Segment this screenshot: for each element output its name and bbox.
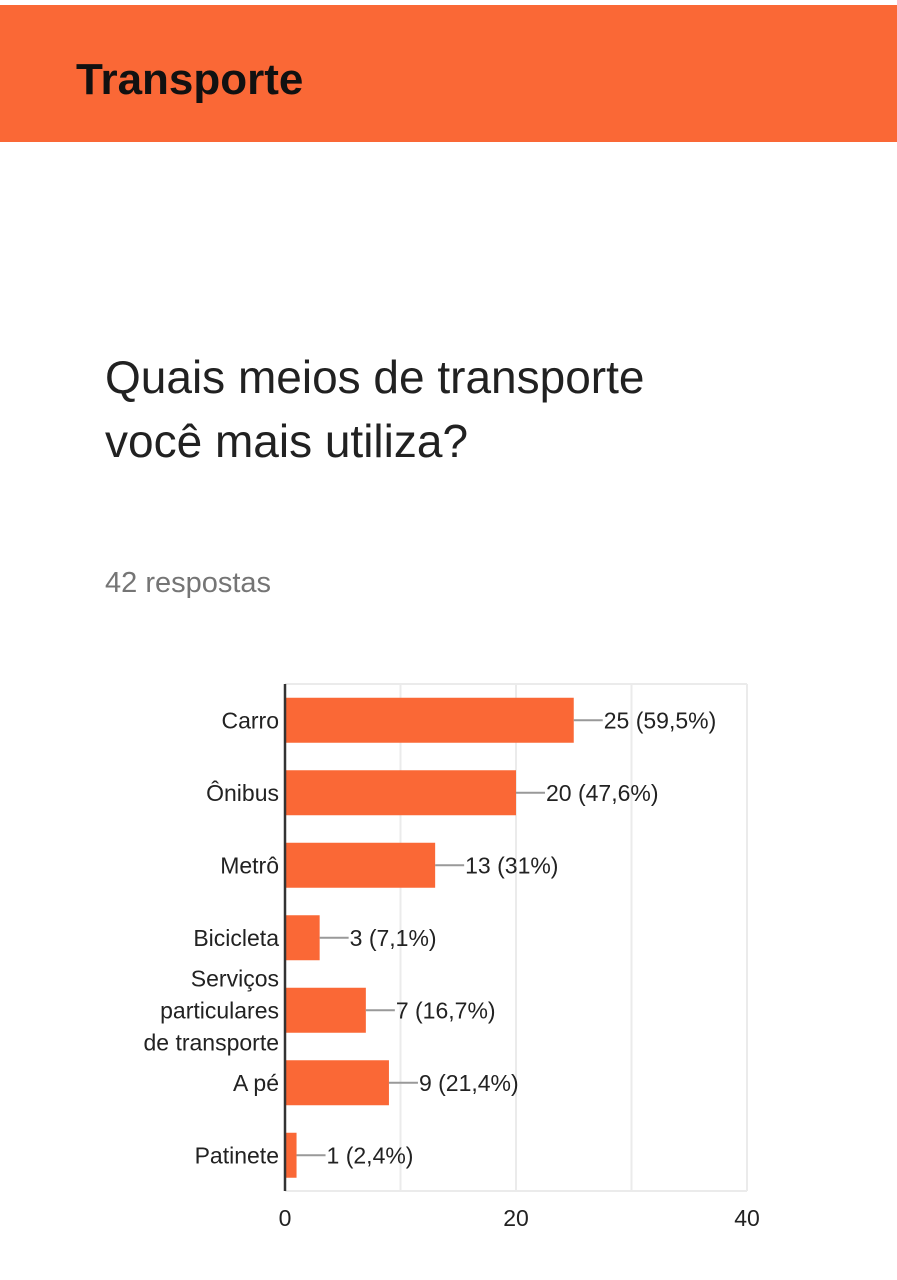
category-label: Metrô — [220, 852, 279, 878]
bar-5 — [285, 987, 366, 1033]
data-label: 25 (59,5%) — [604, 707, 717, 733]
bar-6 — [285, 1060, 389, 1106]
bar-3 — [285, 842, 436, 888]
bar-4 — [285, 915, 320, 961]
x-tick-label: 20 — [503, 1205, 529, 1231]
section-title: Transporte — [76, 55, 304, 104]
x-tick-label: 40 — [734, 1205, 760, 1231]
data-label: 20 (47,6%) — [546, 780, 659, 806]
chart-gridlines — [285, 683, 748, 1192]
category-label: Carro — [221, 707, 279, 733]
bar-7 — [285, 1132, 297, 1178]
data-label: 3 (7,1%) — [350, 925, 437, 951]
data-label: 9 (21,4%) — [419, 1070, 519, 1096]
chart-axis: 0 20 40 — [279, 684, 760, 1231]
chart-labels: 25 (59,5%) Carro 20 (47,6%) Ônibus 13 (31%) M… — [143, 707, 716, 1168]
question-title: Quais meios de transporte você mais util… — [105, 351, 645, 467]
chart-bars — [285, 697, 574, 1178]
data-label: 1 (2,4%) — [327, 1142, 414, 1168]
section-header: Transporte — [0, 5, 897, 142]
response-count: 42 respostas — [105, 567, 272, 599]
data-label: 7 (16,7%) — [396, 997, 496, 1023]
bar-2 — [285, 770, 516, 816]
category-label: A pé — [233, 1070, 279, 1096]
category-label: Serviços particulares de transporte — [143, 965, 279, 1055]
x-tick-label: 0 — [279, 1205, 292, 1231]
category-label: Bicicleta — [193, 925, 279, 951]
data-label: 13 (31%) — [465, 852, 558, 878]
category-label: Ônibus — [206, 779, 279, 806]
bar-1 — [285, 697, 574, 743]
category-label: Patinete — [195, 1142, 279, 1168]
